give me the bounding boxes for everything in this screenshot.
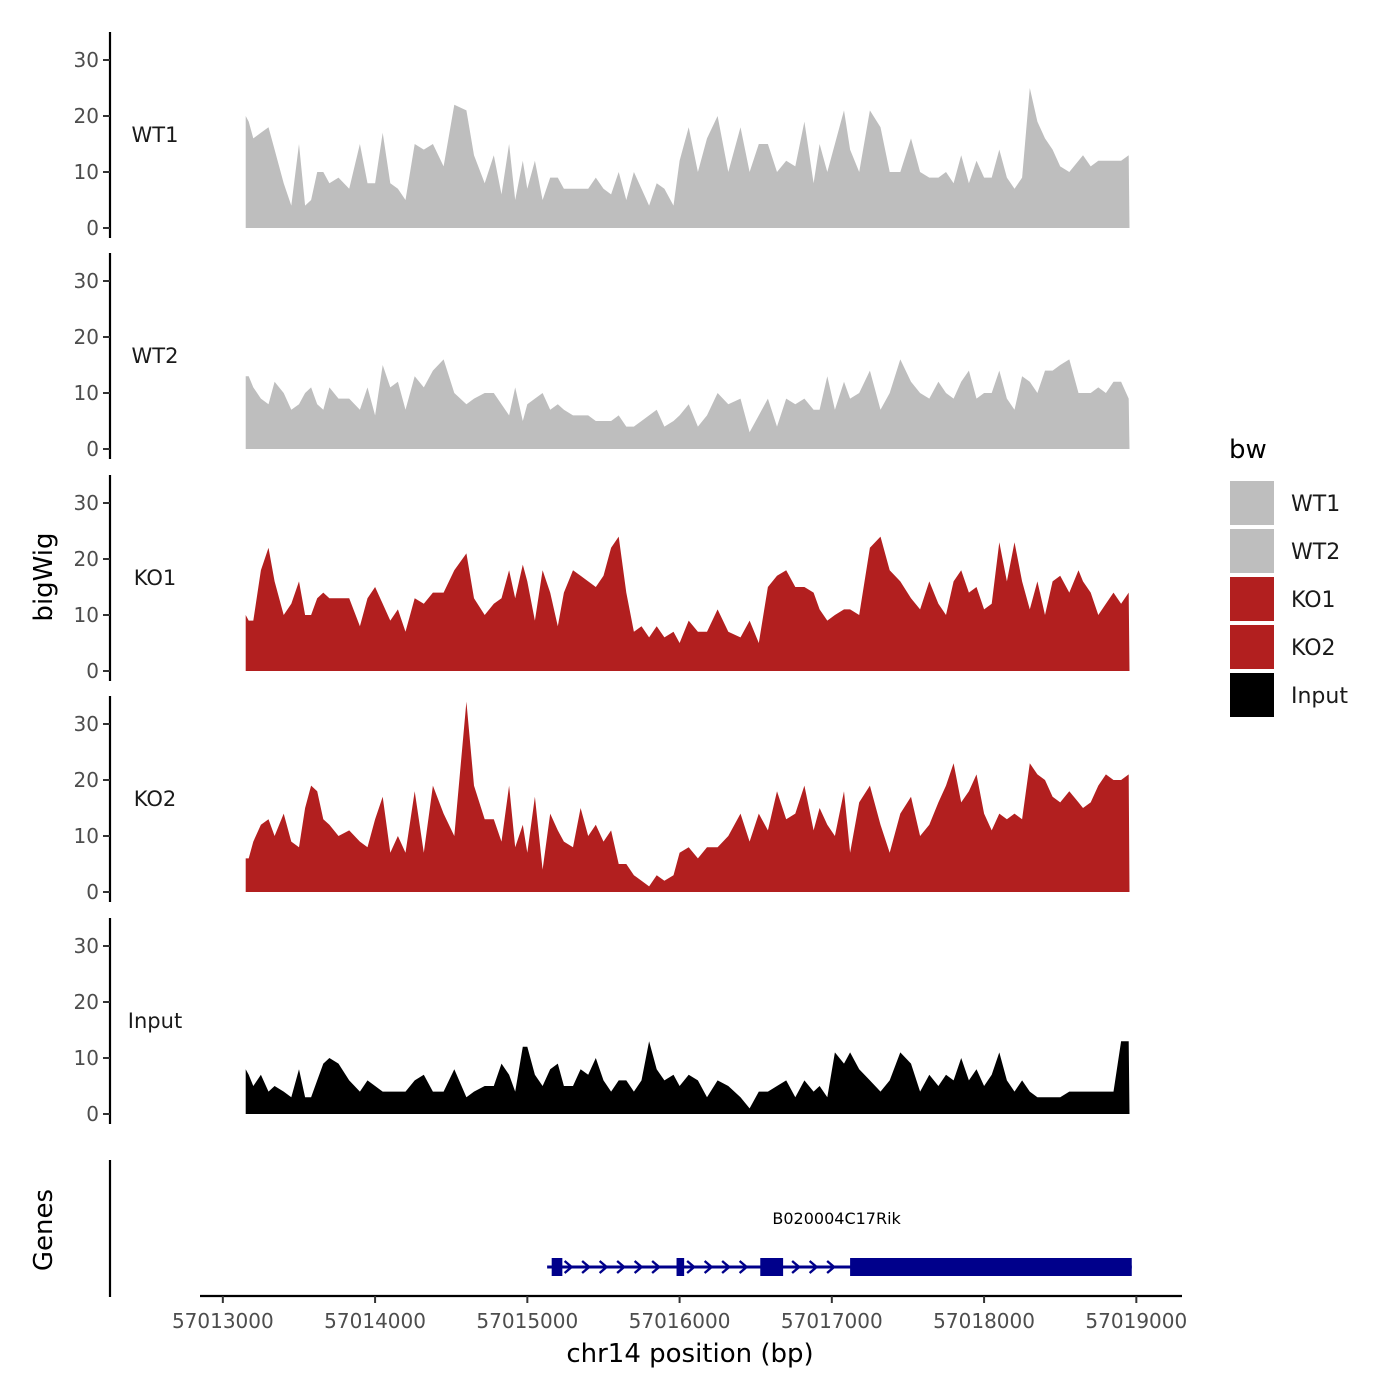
strand-arrow	[633, 1260, 644, 1274]
y-tick-label: 20	[74, 768, 99, 792]
gene-model: B020004C17Rik	[547, 1209, 1132, 1276]
gene-panel: B020004C17Rik	[108, 1160, 1132, 1297]
track-label: WT2	[132, 344, 179, 368]
gene-name-label: B020004C17Rik	[772, 1209, 901, 1228]
legend-swatch-input	[1230, 673, 1274, 717]
strand-arrow	[581, 1260, 591, 1274]
x-tick-label: 57017000	[781, 1309, 883, 1333]
legend-swatch-ko1	[1230, 577, 1274, 621]
y-tick-label: 30	[74, 48, 99, 72]
signal-area-wt2	[245, 359, 1130, 449]
y-tick-label: 30	[74, 491, 99, 515]
strand-arrow	[703, 1260, 714, 1274]
track-input: 0 10 20 30 Input	[74, 918, 1130, 1126]
y-tick-label: 10	[74, 1046, 99, 1070]
legend: bw WT1 WT2 KO1 KO2 Input	[1229, 435, 1348, 717]
strand-arrow	[721, 1260, 731, 1274]
y-tick-label: 0	[86, 880, 99, 904]
signal-area-ko1	[245, 536, 1130, 671]
gene-exon	[676, 1258, 685, 1276]
legend-label-ko2: KO2	[1291, 636, 1336, 661]
legend-label-ko1: KO1	[1291, 588, 1336, 613]
y-tick-label: 20	[74, 990, 99, 1014]
y-tick-label: 10	[74, 160, 99, 184]
x-tick-label: 57013000	[172, 1309, 274, 1333]
track-ko1: 0 10 20 30 KO1	[74, 475, 1130, 683]
gene-exon	[760, 1258, 784, 1276]
y-tick-label: 0	[86, 216, 99, 240]
x-tick-label: 57016000	[629, 1309, 731, 1333]
gene-panel-title: Genes	[29, 1189, 59, 1271]
signal-area-input	[245, 1041, 1130, 1114]
x-axis: 57013000 57014000 57015000 57016000 57017000…	[172, 1294, 1187, 1333]
track-wt2: 0 10 20 30 WT2	[74, 253, 1130, 461]
legend-swatch-wt1	[1230, 481, 1274, 525]
legend-label-wt2: WT2	[1291, 540, 1340, 565]
track-label: WT1	[132, 123, 179, 147]
signal-tracks: 0 10 20 30 WT1 0 10 20 30 WT2 0 10 20 30 KO1 0 10 20 30 KO2…	[74, 32, 1130, 1126]
y-tick-label: 30	[74, 934, 99, 958]
legend-swatch-wt2	[1230, 529, 1274, 573]
legend-swatch-ko2	[1230, 625, 1274, 669]
strand-arrow	[791, 1260, 801, 1274]
gene-exon	[850, 1258, 1132, 1276]
y-tick-label: 0	[86, 437, 99, 461]
strand-arrow	[808, 1260, 819, 1274]
strand-arrow	[616, 1260, 626, 1274]
track-ko2: 0 10 20 30 KO2	[74, 696, 1130, 904]
strand-arrow	[563, 1260, 574, 1274]
gene-exon	[551, 1258, 563, 1276]
signal-area-wt1	[245, 88, 1130, 228]
y-tick-label: 30	[74, 269, 99, 293]
strand-arrow	[651, 1260, 661, 1274]
x-tick-label: 57019000	[1085, 1309, 1187, 1333]
strand-arrow	[826, 1260, 836, 1274]
strand-arrow	[598, 1260, 609, 1274]
legend-label-wt1: WT1	[1291, 492, 1340, 517]
track-label: KO1	[134, 566, 177, 590]
y-tick-label: 10	[74, 824, 99, 848]
legend-title: bw	[1229, 435, 1267, 465]
x-tick-label: 57015000	[476, 1309, 578, 1333]
y-tick-label: 20	[74, 104, 99, 128]
x-tick-label: 57014000	[324, 1309, 426, 1333]
x-tick-label: 57018000	[933, 1309, 1035, 1333]
track-wt1: 0 10 20 30 WT1	[74, 32, 1130, 240]
y-tick-label: 0	[86, 1102, 99, 1126]
legend-label-input: Input	[1291, 684, 1348, 709]
strand-arrow	[686, 1260, 696, 1274]
y-tick-label: 20	[74, 325, 99, 349]
strand-arrow	[738, 1260, 749, 1274]
x-axis-title: chr14 position (bp)	[566, 1339, 813, 1369]
signal-area-ko2	[245, 701, 1130, 892]
y-tick-label: 0	[86, 659, 99, 683]
y-axis-title: bigWig	[29, 532, 59, 621]
y-tick-label: 30	[74, 712, 99, 736]
y-tick-label: 10	[74, 603, 99, 627]
y-tick-label: 20	[74, 547, 99, 571]
y-tick-label: 10	[74, 381, 99, 405]
track-label: Input	[128, 1009, 182, 1033]
track-label: KO2	[134, 787, 177, 811]
